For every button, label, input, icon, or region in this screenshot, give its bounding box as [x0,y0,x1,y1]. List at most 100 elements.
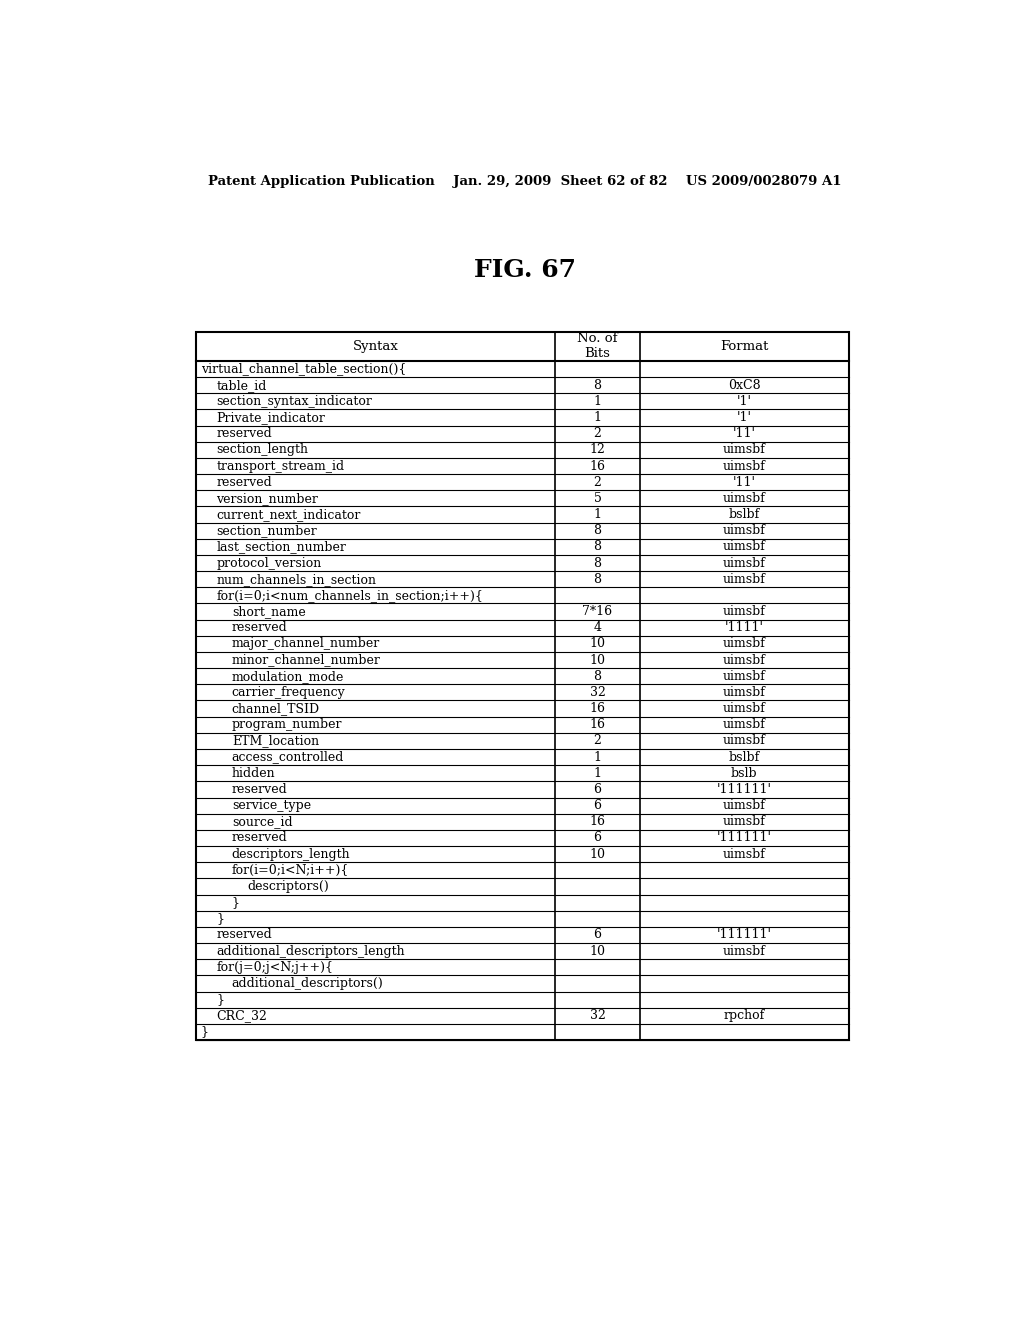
Text: rpchof: rpchof [724,1010,765,1022]
Text: CRC_32: CRC_32 [216,1010,267,1022]
Text: '11': '11' [733,475,756,488]
Text: '111111': '111111' [717,928,772,941]
Text: }: } [216,912,224,925]
Text: 32: 32 [590,686,605,698]
Text: 6: 6 [594,928,601,941]
Text: bslb: bslb [731,767,758,780]
Text: uimsbf: uimsbf [723,816,766,828]
Text: uimsbf: uimsbf [723,799,766,812]
Text: '111111': '111111' [717,832,772,845]
Text: uimsbf: uimsbf [723,573,766,586]
Text: uimsbf: uimsbf [723,605,766,618]
Text: section_syntax_indicator: section_syntax_indicator [216,395,373,408]
Text: Patent Application Publication    Jan. 29, 2009  Sheet 62 of 82    US 2009/00280: Patent Application Publication Jan. 29, … [208,176,842,187]
Text: }: } [231,896,240,909]
Text: 16: 16 [590,718,605,731]
Text: uimsbf: uimsbf [723,638,766,651]
Text: descriptors(): descriptors() [248,880,329,892]
Text: 16: 16 [590,459,605,473]
Text: service_type: service_type [231,799,311,812]
Text: 16: 16 [590,702,605,715]
Text: major_channel_number: major_channel_number [231,638,380,651]
Text: 32: 32 [590,1010,605,1022]
Text: reserved: reserved [216,428,272,440]
Text: 8: 8 [594,669,601,682]
Text: uimsbf: uimsbf [723,945,766,957]
Text: transport_stream_id: transport_stream_id [216,459,344,473]
Text: '1111': '1111' [725,622,764,634]
Text: uimsbf: uimsbf [723,669,766,682]
Text: ETM_location: ETM_location [231,734,318,747]
Text: 12: 12 [590,444,605,457]
Bar [197,331,849,1040]
Text: short_name: short_name [231,605,305,618]
Text: 10: 10 [590,638,605,651]
Text: uimsbf: uimsbf [723,686,766,698]
Text: reserved: reserved [216,475,272,488]
Text: 8: 8 [594,557,601,569]
Text: for(i=0;i<num_channels_in_section;i++){: for(i=0;i<num_channels_in_section;i++){ [216,589,483,602]
Text: 10: 10 [590,653,605,667]
Text: 8: 8 [594,379,601,392]
Text: 4: 4 [594,622,601,634]
Text: '111111': '111111' [717,783,772,796]
Text: Syntax: Syntax [352,339,398,352]
Text: uimsbf: uimsbf [723,444,766,457]
Text: '1': '1' [737,411,752,424]
Text: '11': '11' [733,428,756,440]
Text: 2: 2 [594,475,601,488]
Text: FIG. 67: FIG. 67 [474,257,575,282]
Text: reserved: reserved [216,928,272,941]
Text: 6: 6 [594,783,601,796]
Text: uimsbf: uimsbf [723,540,766,553]
Text: Private_indicator: Private_indicator [216,411,326,424]
Text: protocol_version: protocol_version [216,557,322,569]
Text: uimsbf: uimsbf [723,734,766,747]
Text: 1: 1 [594,508,601,521]
Text: 2: 2 [594,734,601,747]
Text: 1: 1 [594,751,601,763]
Text: reserved: reserved [231,622,288,634]
Text: 8: 8 [594,573,601,586]
Text: uimsbf: uimsbf [723,653,766,667]
Text: bslbf: bslbf [729,751,760,763]
Text: No. of
Bits: No. of Bits [578,333,617,360]
Text: 7*16: 7*16 [583,605,612,618]
Text: 16: 16 [590,816,605,828]
Text: current_next_indicator: current_next_indicator [216,508,360,521]
Text: channel_TSID: channel_TSID [231,702,319,715]
Text: }: } [201,1026,209,1039]
Text: hidden: hidden [231,767,275,780]
Text: 6: 6 [594,832,601,845]
Text: 8: 8 [594,540,601,553]
Text: additional_descriptors_length: additional_descriptors_length [216,945,404,957]
Text: uimsbf: uimsbf [723,557,766,569]
Text: version_number: version_number [216,492,318,504]
Text: num_channels_in_section: num_channels_in_section [216,573,377,586]
Text: additional_descriptors(): additional_descriptors() [231,977,384,990]
Text: }: } [216,993,224,1006]
Text: reserved: reserved [231,832,288,845]
Text: 10: 10 [590,945,605,957]
Text: uimsbf: uimsbf [723,459,766,473]
Text: uimsbf: uimsbf [723,524,766,537]
Text: bslbf: bslbf [729,508,760,521]
Text: section_length: section_length [216,444,308,457]
Text: for(i=0;i<N;i++){: for(i=0;i<N;i++){ [231,863,349,876]
Text: 6: 6 [594,799,601,812]
Text: descriptors_length: descriptors_length [231,847,350,861]
Text: 1: 1 [594,767,601,780]
Text: '1': '1' [737,395,752,408]
Text: carrier_frequency: carrier_frequency [231,686,346,698]
Text: virtual_channel_table_section(){: virtual_channel_table_section(){ [201,363,407,375]
Text: 0xC8: 0xC8 [728,379,761,392]
Text: modulation_mode: modulation_mode [231,669,344,682]
Text: uimsbf: uimsbf [723,492,766,504]
Text: 2: 2 [594,428,601,440]
Text: Format: Format [720,339,769,352]
Text: 5: 5 [594,492,601,504]
Text: source_id: source_id [231,816,293,828]
Text: access_controlled: access_controlled [231,751,344,763]
Text: 8: 8 [594,524,601,537]
Text: uimsbf: uimsbf [723,718,766,731]
